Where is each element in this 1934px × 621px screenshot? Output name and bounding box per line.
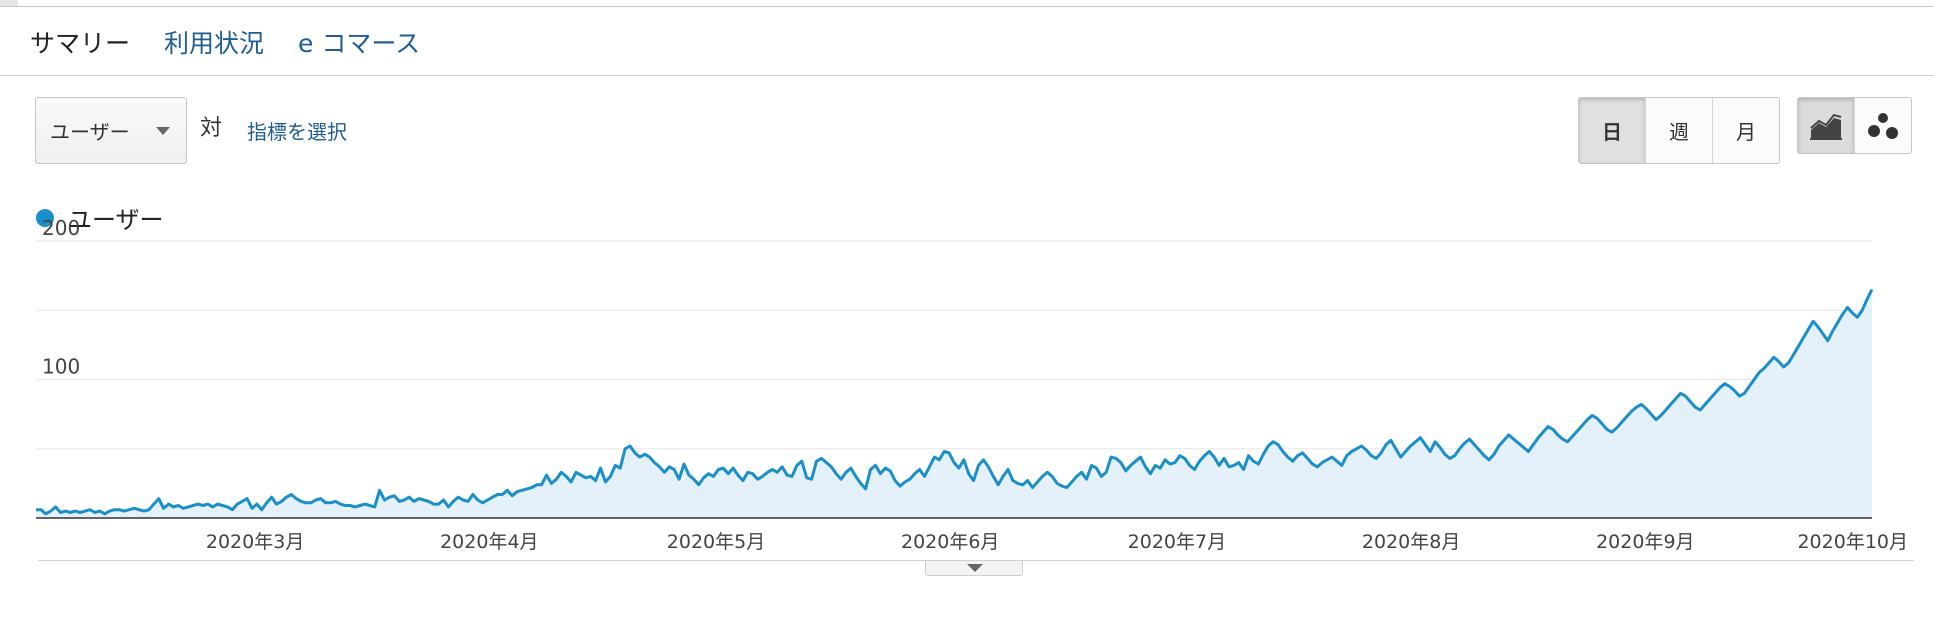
x-tick-label: 2020年6月	[901, 531, 999, 553]
top-border	[0, 0, 1934, 7]
legend-dot	[36, 208, 54, 227]
tabs-divider	[0, 75, 1934, 76]
expand-chart-toggle[interactable]	[925, 561, 1023, 576]
vs-label: 対	[200, 116, 223, 141]
tab-edge	[0, 0, 18, 6]
tab-ecommerce[interactable]: e コマース	[298, 29, 421, 58]
series-line	[36, 288, 1874, 516]
x-tick-label: 2020年7月	[1128, 531, 1226, 553]
motion-chart-button[interactable]	[1854, 98, 1911, 153]
metric-dropdown[interactable]: ユーザー	[35, 97, 187, 164]
choose-metric-link[interactable]: 指標を選択	[247, 120, 347, 144]
x-tick-label: 2020年3月	[206, 531, 304, 553]
x-tick-label: 2020年10月	[1797, 531, 1908, 553]
range-day-button[interactable]: 日	[1579, 98, 1646, 163]
chart-type-toggle	[1797, 97, 1912, 154]
report-tabs: サマリー 利用状況 e コマース	[30, 24, 420, 60]
y-tick-label: 100	[42, 355, 80, 379]
legend-label: ユーザー	[68, 206, 164, 234]
chevron-down-icon	[967, 564, 983, 572]
chart-legend: ユーザー	[36, 200, 164, 235]
motion-chart-icon	[1868, 112, 1898, 139]
line-chart-button[interactable]	[1798, 98, 1854, 153]
range-month-button[interactable]: 月	[1713, 98, 1779, 163]
x-tick-label: 2020年5月	[667, 531, 765, 553]
range-week-button[interactable]: 週	[1646, 98, 1713, 163]
y-tick-label: 200	[42, 216, 80, 240]
chevron-down-icon	[156, 127, 170, 135]
time-range-toggle: 日 週 月	[1578, 97, 1780, 164]
metric-dropdown-value: ユーザー	[50, 120, 130, 144]
chart-bottom-divider	[38, 560, 1914, 561]
x-tick-label: 2020年8月	[1362, 531, 1460, 553]
tab-usage[interactable]: 利用状況	[164, 29, 265, 58]
x-tick-label: 2020年4月	[440, 531, 538, 553]
tab-summary[interactable]: サマリー	[30, 29, 131, 58]
x-tick-label: 2020年9月	[1596, 531, 1694, 553]
series-area	[36, 289, 1872, 518]
line-chart-icon	[1810, 113, 1842, 140]
